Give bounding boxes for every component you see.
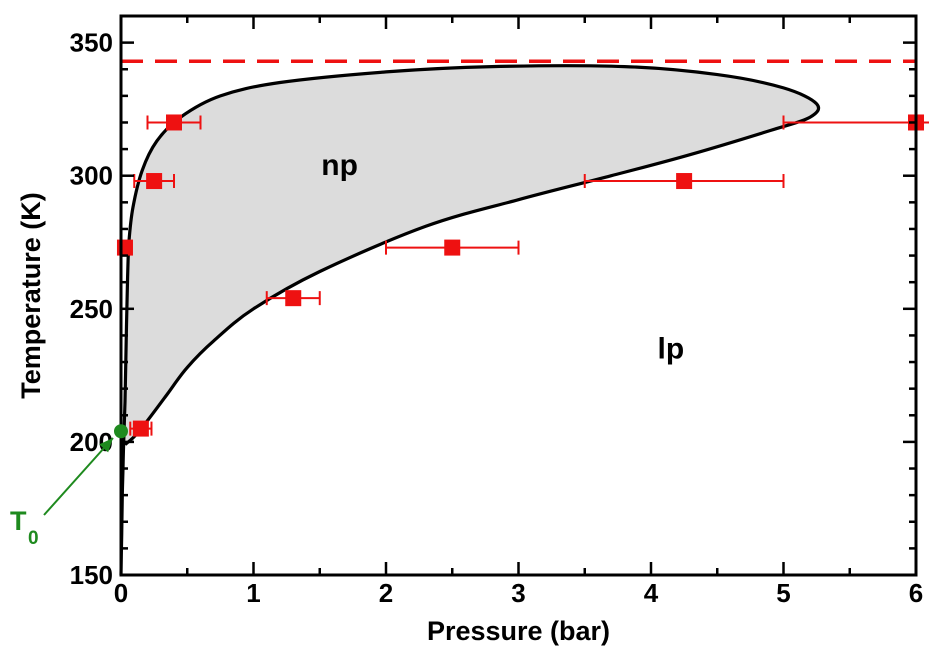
data-point-marker: [676, 173, 693, 190]
x-tick-label: 6: [909, 578, 923, 608]
data-point-marker: [166, 114, 182, 131]
region-label-np: np: [321, 149, 358, 182]
t0-point: [114, 424, 128, 439]
x-tick-label: 1: [246, 578, 260, 608]
x-tick-label: 0: [114, 578, 128, 608]
plot-area: [116, 59, 929, 576]
t0-annotation: T 0: [10, 424, 128, 549]
data-point-marker: [285, 290, 302, 307]
axis-ticks: [119, 16, 918, 577]
t0-arrow-line: [43, 437, 114, 516]
x-tick-label: 4: [644, 578, 659, 608]
data-point-marker: [146, 173, 163, 190]
y-tick-label: 300: [70, 161, 113, 191]
x-tick-label: 3: [511, 578, 525, 608]
x-tick-label: 2: [379, 578, 393, 608]
x-axis-label: Pressure (bar): [427, 616, 610, 646]
y-axis-label: Temperature (K): [16, 192, 46, 399]
t0-arrowhead: [99, 438, 113, 453]
t0-label-subscript: 0: [28, 528, 39, 549]
region-label-lp: lp: [658, 333, 685, 366]
t0-label-main: T: [10, 506, 27, 536]
t0-label: T: [10, 506, 27, 536]
np-region-fill: [121, 65, 819, 575]
data-point-marker: [444, 239, 461, 256]
y-tick-label: 250: [70, 294, 113, 324]
y-tick-label: 150: [70, 560, 113, 590]
y-tick-label: 350: [70, 28, 113, 58]
data-point-marker: [132, 420, 149, 437]
x-tick-label: 5: [776, 578, 790, 608]
data-point-marker: [116, 239, 133, 256]
